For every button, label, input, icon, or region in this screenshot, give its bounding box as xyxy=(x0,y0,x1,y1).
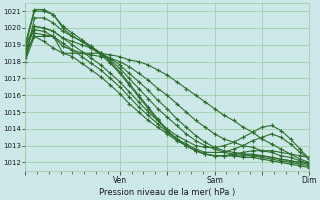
X-axis label: Pression niveau de la mer( hPa ): Pression niveau de la mer( hPa ) xyxy=(99,188,235,197)
